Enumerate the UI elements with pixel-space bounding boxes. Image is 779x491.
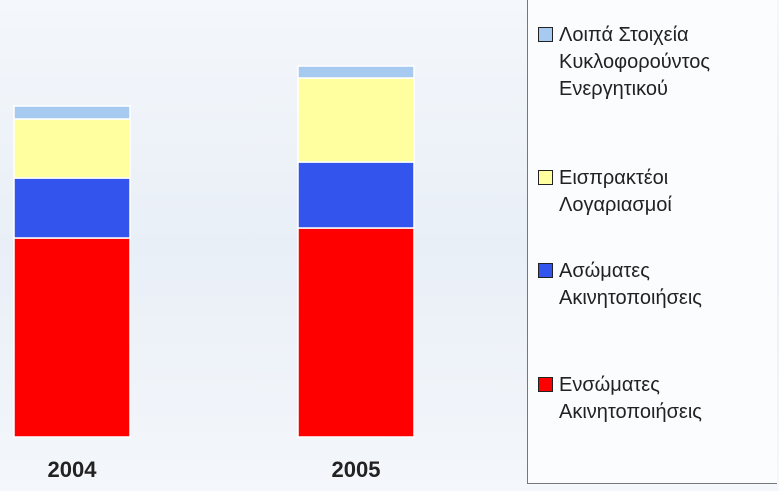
bar-segment [13,177,131,239]
x-tick-label: 2004 [48,457,98,482]
bar-segment [297,77,415,163]
bar-segment [13,237,131,438]
legend-swatch [538,263,553,278]
bar-segment [13,105,131,120]
legend-label: Ενσώματες Ακινητοποιήσεις [559,374,702,423]
legend-item: Εισπρακτέοι Λογαριασμοί [538,165,773,219]
legend-swatch [538,377,553,392]
bar-segment [13,118,131,179]
bar-segment [297,65,415,79]
legend-item: Λοιπά Στοιχεία Κυκλοφορούντος Ενεργητικο… [538,22,773,103]
legend-swatch [538,27,553,42]
x-tick-label: 2005 [332,457,381,482]
plot: 2004 2005 [13,65,415,482]
legend-label: Ασώματες Ακινητοποιήσεις [559,260,702,309]
bar-segment [297,227,415,438]
legend-label: Εισπρακτέοι Λογαριασμοί [559,167,672,216]
legend-label: Λοιπά Στοιχεία Κυκλοφορούντος Ενεργητικο… [559,24,711,100]
legend: Λοιπά Στοιχεία Κυκλοφορούντος Ενεργητικο… [527,0,777,484]
bar-segment [297,161,415,229]
legend-item: Ασώματες Ακινητοποιήσεις [538,258,773,312]
legend-swatch [538,170,553,185]
legend-item: Ενσώματες Ακινητοποιήσεις [538,372,773,426]
